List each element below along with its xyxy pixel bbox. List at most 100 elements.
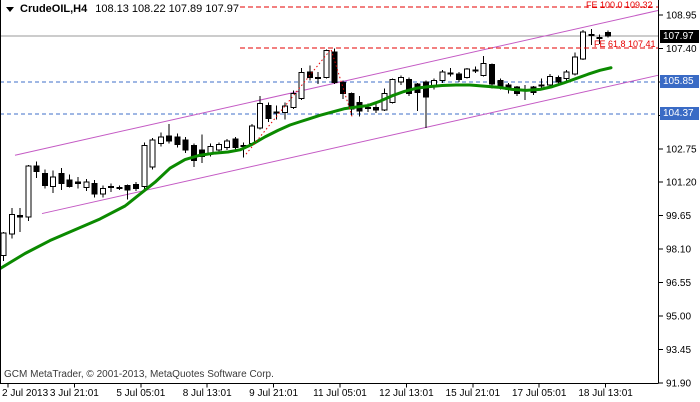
candle [282, 102, 289, 120]
fib-expansion-618-label[interactable]: FE 61.8 107.41 [594, 39, 656, 49]
candle [17, 208, 24, 232]
candle [157, 132, 164, 147]
candle [66, 174, 73, 188]
candle [290, 90, 297, 109]
candle [298, 67, 305, 101]
ohlc-readout: 108.13 108.22 107.89 107.97 [95, 3, 239, 15]
candle [232, 136, 239, 151]
candle [108, 183, 115, 192]
candle [373, 103, 380, 114]
candle [273, 105, 280, 120]
symbol-timeframe-label: CrudeOIL,H4 [20, 3, 88, 15]
candle [116, 185, 123, 190]
price-tick-label: 95.00 [666, 312, 691, 323]
chart-title[interactable]: CrudeOIL,H4 108.13 108.22 107.89 107.97 [6, 3, 239, 15]
time-tick-label: 8 Jul 13:01 [183, 388, 232, 399]
candle [132, 182, 139, 191]
moving-average-line [0, 66, 613, 271]
candle [555, 75, 562, 84]
fib-expansion-100-label[interactable]: FE 100.0 109.32 [586, 0, 653, 10]
candle [190, 143, 197, 168]
time-tick-label: 15 Jul 21:01 [446, 388, 501, 399]
plot-border [0, 0, 659, 384]
candle [41, 169, 48, 189]
candle [596, 34, 603, 44]
candle [323, 49, 330, 79]
candle [306, 65, 313, 81]
time-tick-label: 17 Jul 05:01 [512, 388, 567, 399]
price-tick-label: 99.65 [666, 211, 691, 222]
price-tick-label: 96.55 [666, 278, 691, 289]
candle [480, 55, 487, 77]
candle [99, 185, 106, 198]
price-tick-label: 93.45 [666, 345, 691, 356]
candle [339, 80, 346, 100]
candle [538, 78, 545, 89]
candle [58, 168, 65, 190]
candle [406, 77, 413, 96]
candle [0, 231, 7, 262]
time-tick-label: 9 Jul 21:01 [249, 388, 298, 399]
candle [563, 69, 570, 81]
candle [174, 133, 181, 148]
copyright-label: GCM MetaTrader, © 2001-2013, MetaQuotes … [4, 369, 274, 380]
time-tick-label: 2 Jul 2013 [2, 388, 49, 399]
candle [397, 75, 404, 86]
time-tick-label: 11 Jul 05:01 [313, 388, 367, 399]
fib-expansion-object [240, 6, 658, 155]
candle [588, 28, 595, 46]
candle [182, 136, 189, 154]
price-tick-label: 101.20 [666, 178, 697, 189]
price-tick-label: 107.40 [666, 44, 697, 55]
price-tick-label: 98.10 [666, 245, 691, 256]
candle [464, 67, 471, 79]
current-price-tag: 107.97 [660, 30, 699, 43]
time-tick-label: 5 Jul 05:01 [116, 388, 165, 399]
time-tick-label: 3 Jul 21:01 [50, 388, 99, 399]
time-tick-label: 12 Jul 13:01 [379, 388, 434, 399]
candle [149, 137, 156, 170]
candle [166, 123, 173, 144]
candle [33, 161, 40, 178]
candle [331, 48, 338, 84]
symbol-dropdown-icon[interactable] [6, 6, 14, 12]
price-level-tag-upper: 105.85 [660, 75, 699, 88]
price-axis[interactable]: 108.95107.40105.85104.30102.75101.2099.6… [658, 10, 697, 390]
time-tick-label: 18 Jul 13:01 [578, 388, 633, 399]
price-tick-label: 102.75 [666, 144, 697, 155]
candle [265, 102, 272, 122]
candle [83, 178, 90, 191]
price-tick-label: 108.95 [666, 10, 697, 21]
candle [75, 176, 82, 189]
candle [141, 142, 148, 190]
time-axis[interactable]: 2 Jul 2013 3 Jul 21:01 5 Jul 05:01 8 Jul 13… [2, 383, 633, 400]
candle [315, 72, 322, 84]
candle [124, 184, 131, 200]
candle [91, 180, 98, 198]
candle [422, 80, 429, 129]
price-tick-label: 91.90 [666, 379, 691, 390]
candle [455, 72, 462, 82]
candle [199, 134, 206, 163]
candle [8, 208, 15, 239]
candle [472, 66, 479, 74]
candle [489, 63, 496, 89]
candle [522, 85, 529, 101]
candle [348, 92, 355, 116]
candle [389, 78, 396, 104]
price-level-tag-lower: 104.37 [660, 107, 699, 120]
candle [215, 142, 222, 152]
candle [439, 69, 446, 83]
candle [224, 139, 231, 150]
candle [257, 95, 264, 130]
candles-layer [0, 28, 611, 262]
candle [546, 74, 553, 88]
candle [50, 170, 57, 194]
candle [604, 30, 611, 38]
candle [25, 164, 32, 222]
candle [580, 29, 587, 61]
candle [571, 52, 578, 76]
candle [447, 67, 454, 77]
